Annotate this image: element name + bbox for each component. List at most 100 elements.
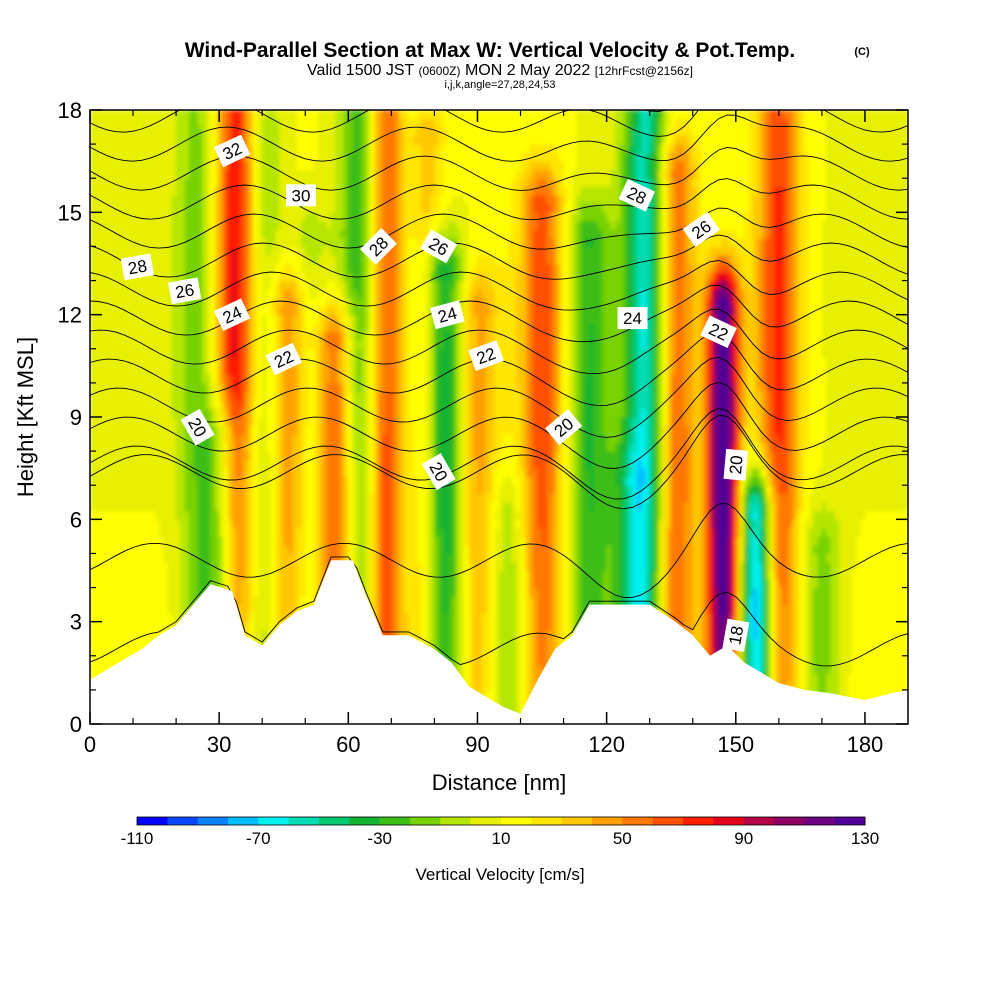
field-cell xyxy=(240,280,246,290)
field-cell xyxy=(150,425,156,435)
field-cell xyxy=(348,408,354,418)
field-cell xyxy=(163,544,169,555)
field-cell xyxy=(257,527,263,537)
field-cell xyxy=(305,357,311,367)
field-cell xyxy=(150,519,156,529)
field-cell xyxy=(232,459,237,469)
field-cell xyxy=(124,297,130,307)
field-cell xyxy=(257,348,263,358)
field-cell xyxy=(90,579,95,589)
field-cell xyxy=(253,161,259,171)
field-cell xyxy=(374,340,380,350)
field-cell xyxy=(201,263,207,273)
field-cell xyxy=(111,212,117,222)
field-cell xyxy=(240,476,246,486)
field-cell xyxy=(184,502,190,512)
field-cell xyxy=(374,417,380,427)
field-cell xyxy=(145,604,151,614)
field-cell xyxy=(193,476,199,486)
field-cell xyxy=(309,408,315,418)
field-cell xyxy=(145,297,151,307)
field-cell xyxy=(137,357,143,367)
field-cell xyxy=(369,348,375,358)
field-cell xyxy=(201,144,207,154)
field-cell xyxy=(262,417,268,427)
field-cell xyxy=(115,212,121,222)
field-cell xyxy=(348,118,354,128)
field-cell xyxy=(98,246,104,256)
field-cell xyxy=(137,510,143,520)
field-cell xyxy=(279,485,285,495)
field-cell xyxy=(382,254,388,265)
field-cell xyxy=(158,127,164,137)
field-cell xyxy=(189,579,194,589)
field-cell xyxy=(292,561,298,572)
field-cell xyxy=(253,476,259,486)
field-cell xyxy=(201,553,207,563)
field-cell xyxy=(107,263,113,273)
field-cell xyxy=(102,630,108,640)
field-cell xyxy=(262,382,268,393)
field-cell xyxy=(102,306,108,316)
field-cell xyxy=(270,451,276,461)
field-cell xyxy=(171,399,177,410)
field-cell xyxy=(107,553,113,563)
field-cell xyxy=(270,442,276,452)
field-cell xyxy=(98,144,104,154)
field-cell xyxy=(115,357,121,367)
field-cell xyxy=(236,391,242,401)
field-cell xyxy=(180,348,186,358)
field-cell xyxy=(171,408,177,418)
field-cell xyxy=(141,195,147,205)
field-cell xyxy=(305,152,311,162)
field-cell xyxy=(176,579,182,589)
field-cell xyxy=(378,272,384,282)
field-cell xyxy=(158,553,164,563)
field-cell xyxy=(150,493,156,503)
field-cell xyxy=(309,417,315,427)
field-cell xyxy=(111,493,117,503)
field-cell xyxy=(206,220,212,230)
field-cell xyxy=(90,647,95,657)
field-cell xyxy=(331,323,336,333)
field-cell xyxy=(180,561,186,572)
field-cell xyxy=(107,306,113,316)
field-cell xyxy=(150,118,156,128)
field-cell xyxy=(128,459,134,469)
field-cell xyxy=(176,553,182,563)
field-cell xyxy=(300,425,306,435)
field-cell xyxy=(219,485,225,495)
field-cell xyxy=(309,536,315,546)
field-cell xyxy=(236,596,242,606)
field-cell xyxy=(124,237,130,248)
field-cell xyxy=(257,212,263,222)
field-cell xyxy=(322,169,328,179)
field-cell xyxy=(382,152,388,162)
field-cell xyxy=(128,399,134,410)
field-cell xyxy=(344,519,349,529)
field-cell xyxy=(223,178,229,188)
field-cell xyxy=(279,451,285,461)
field-cell xyxy=(262,519,268,529)
field-cell xyxy=(167,502,173,512)
field-cell xyxy=(158,263,164,273)
field-cell xyxy=(214,493,220,503)
field-cell xyxy=(214,561,220,572)
field-cell xyxy=(296,459,302,469)
field-cell xyxy=(223,357,229,367)
field-cell xyxy=(275,442,281,452)
field-cell xyxy=(107,297,113,307)
field-cell xyxy=(262,357,268,367)
field-cell xyxy=(219,561,225,572)
field-cell xyxy=(275,382,281,393)
field-cell xyxy=(335,135,341,145)
field-cell xyxy=(180,502,186,512)
field-cell xyxy=(133,161,138,171)
field-cell xyxy=(193,357,199,367)
field-cell xyxy=(356,502,362,512)
field-cell xyxy=(176,212,182,222)
field-cell xyxy=(120,110,126,120)
field-cell xyxy=(356,289,362,299)
field-cell xyxy=(275,408,281,418)
field-cell xyxy=(193,306,199,316)
